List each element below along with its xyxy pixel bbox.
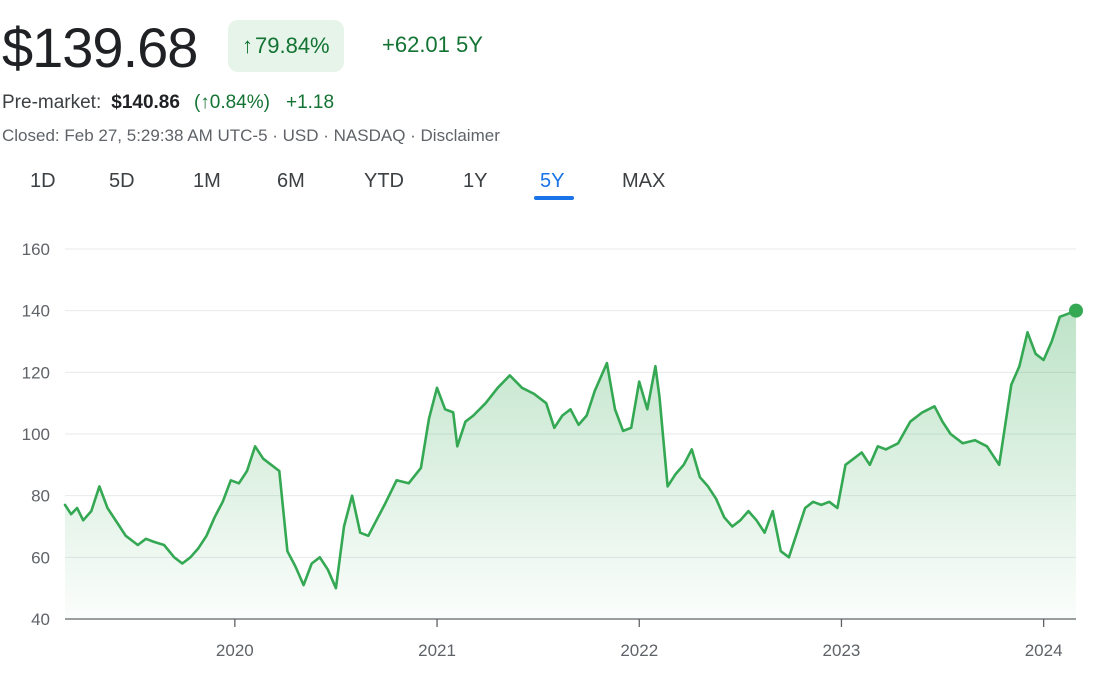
pre-market-change: +1.18 [285, 92, 335, 113]
tab-5d[interactable]: 5D [109, 170, 135, 192]
tab-1d[interactable]: 1D [30, 170, 56, 192]
latest-price-marker [1069, 303, 1083, 318]
price-line [63, 309, 1078, 590]
y-tick-label: 100 [22, 425, 50, 444]
x-axis: 2020 2021 2022 2023 2024 [216, 619, 1063, 660]
change-absolute: +62.01 5Y [382, 32, 483, 57]
x-tick-label: 2023 [823, 641, 861, 660]
change-percent-badge: ↑ 79.84% [228, 20, 344, 72]
tab-max[interactable]: MAX [622, 170, 666, 192]
y-tick-label: 60 [31, 548, 50, 567]
y-tick-label: 40 [31, 610, 50, 629]
y-tick-label: 80 [31, 487, 50, 506]
range-tabs: 1D 5D 1M 6M YTD 1Y 5Y MAX [0, 166, 720, 206]
pre-market-price: $140.86 [111, 92, 180, 113]
x-tick-label: 2022 [620, 641, 658, 660]
current-price: $139.68 [2, 16, 198, 79]
x-tick-label: 2024 [1025, 641, 1063, 660]
active-tab-indicator [534, 196, 574, 200]
y-tick-label: 160 [22, 240, 50, 259]
y-tick-label: 140 [22, 302, 50, 321]
x-tick-label: 2021 [418, 641, 456, 660]
pre-market-label: Pre-market: [2, 92, 102, 113]
pre-market-row: Pre-market: $140.86 (↑0.84%) +1.18 [2, 92, 334, 114]
tab-ytd[interactable]: YTD [364, 170, 404, 192]
arrow-up-icon: ↑ [242, 33, 253, 58]
market-status: Closed: Feb 27, 5:29:38 AM UTC-5 · USD ·… [2, 126, 500, 145]
pre-market-percent: (↑0.84%) [193, 92, 270, 113]
tab-1m[interactable]: 1M [193, 170, 221, 192]
y-tick-label: 120 [22, 363, 50, 382]
price-area-fill [65, 310, 1076, 619]
tab-6m[interactable]: 6M [277, 170, 305, 192]
tab-5y[interactable]: 5Y [540, 170, 565, 192]
price-chart: 40 60 80 100 120 140 160 2020 2021 2022 2023 2024 [22, 240, 1083, 660]
y-axis: 40 60 80 100 120 140 160 [22, 240, 50, 629]
x-tick-label: 2020 [216, 641, 254, 660]
tab-1y[interactable]: 1Y [463, 170, 488, 192]
change-percent: 79.84% [255, 33, 330, 58]
